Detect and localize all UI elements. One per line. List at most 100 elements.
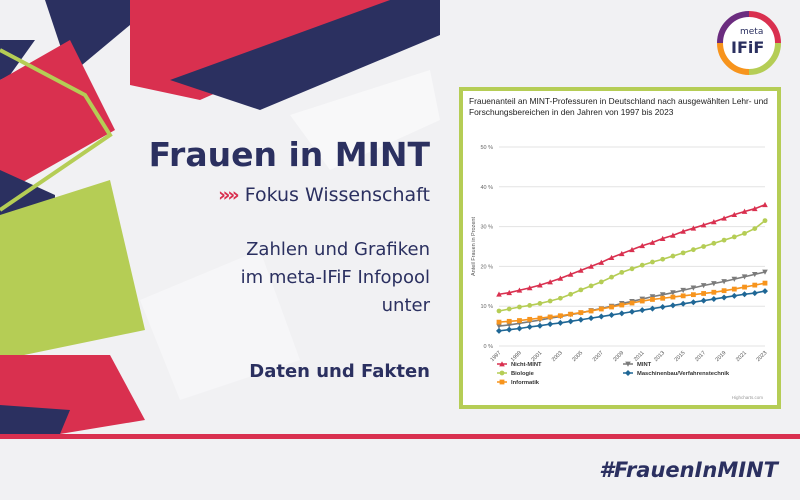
data-point [742, 284, 747, 290]
data-point [752, 226, 758, 231]
data-point [537, 315, 543, 321]
data-point [629, 246, 635, 253]
x-tick-label: 2007 [592, 350, 605, 363]
decor-lime-outline [0, 48, 113, 212]
data-point [608, 311, 615, 318]
decor-navy-bottom-left [0, 405, 70, 434]
data-point [690, 285, 697, 291]
data-point [721, 279, 727, 285]
data-point [700, 222, 707, 228]
data-point [557, 295, 563, 301]
data-point [547, 279, 553, 285]
data-point [711, 240, 717, 246]
x-tick-label: 1997 [490, 350, 503, 363]
data-and-facts-link[interactable]: Daten und Fakten [249, 361, 430, 382]
data-point [701, 291, 707, 296]
data-point [660, 295, 666, 301]
data-point [517, 304, 522, 310]
logo-text-ifif: IFiF [731, 38, 765, 57]
data-point [751, 205, 758, 212]
data-point [517, 318, 522, 323]
line-chart: 0 % 10 % 20 % 30 % 40 % 50 % Anteil Frauen in … [471, 145, 768, 400]
data-point [649, 305, 656, 312]
x-tick-label: 2003 [551, 350, 564, 363]
data-point [741, 291, 748, 298]
data-point [711, 289, 717, 295]
data-point [496, 291, 502, 297]
legend-label: Biologie [511, 371, 535, 377]
data-point [731, 286, 737, 292]
data-point [680, 300, 687, 307]
intro-line-3: unter [381, 295, 430, 316]
data-point [516, 287, 523, 293]
data-point [649, 294, 656, 300]
y-tick-label: 40 % [480, 185, 493, 191]
data-point [762, 280, 768, 286]
data-point [557, 313, 563, 319]
x-tick-label: 2013 [653, 350, 666, 363]
data-point [690, 299, 697, 306]
data-point [690, 292, 696, 298]
data-point [568, 291, 574, 297]
data-point [588, 283, 594, 289]
x-tick-label: 2015 [674, 350, 687, 363]
legend-label: Informatik [511, 380, 540, 386]
data-point [598, 313, 605, 320]
data-point [506, 289, 513, 296]
chart-title: Frauenanteil an MINT-Professuren in Deut… [469, 96, 768, 117]
data-point [578, 267, 584, 273]
data-point [496, 323, 502, 329]
y-tick-label: 30 % [480, 225, 493, 231]
logo-ring-icon [717, 11, 781, 75]
y-tick-label: 10 % [480, 304, 493, 310]
data-point [762, 269, 768, 275]
data-point [752, 282, 758, 288]
data-point [588, 315, 595, 322]
chart-credit: Highcharts.com [732, 395, 764, 400]
data-point [762, 201, 768, 208]
decor-white-facet [290, 70, 440, 170]
subtitle-text: Fokus Wissenschaft [244, 184, 430, 206]
data-point [751, 290, 758, 297]
data-point [711, 219, 717, 225]
data-point [588, 308, 594, 314]
legend-label: Nicht-MINT [511, 362, 542, 368]
x-tick-label: 2011 [633, 350, 646, 363]
data-point [731, 211, 738, 218]
data-point [537, 301, 543, 306]
data-point [680, 250, 686, 256]
data-point [527, 316, 533, 322]
data-point [680, 228, 686, 234]
y-tick-label: 0 % [484, 344, 494, 350]
data-point [649, 239, 656, 245]
data-point [711, 281, 717, 287]
data-point [496, 319, 502, 325]
legend-marker [499, 370, 505, 376]
data-point [526, 323, 533, 330]
data-point [639, 242, 646, 249]
data-point [762, 218, 768, 224]
hashtag: #FrauenInMINT [599, 458, 778, 482]
data-point [618, 310, 625, 317]
data-point [731, 234, 737, 240]
data-point [721, 294, 728, 301]
data-point [731, 276, 738, 282]
page-title: Frauen in MINT [148, 135, 430, 174]
decor-crimson-left [0, 40, 115, 195]
chart-card: Frauenanteil an MINT-Professuren in Deut… [459, 87, 781, 409]
meta-ifif-logo[interactable]: meta IFiF [716, 10, 782, 76]
legend-marker [625, 370, 631, 376]
data-point [527, 303, 533, 308]
data-point [629, 308, 635, 315]
data-point [598, 259, 605, 265]
x-tick-label: 2005 [571, 350, 584, 363]
data-point [721, 215, 727, 221]
data-point [721, 237, 727, 243]
data-point [701, 244, 707, 249]
data-point [639, 298, 645, 304]
data-point [751, 271, 758, 278]
data-point [670, 294, 676, 300]
data-point [568, 311, 574, 317]
data-point [619, 269, 625, 275]
